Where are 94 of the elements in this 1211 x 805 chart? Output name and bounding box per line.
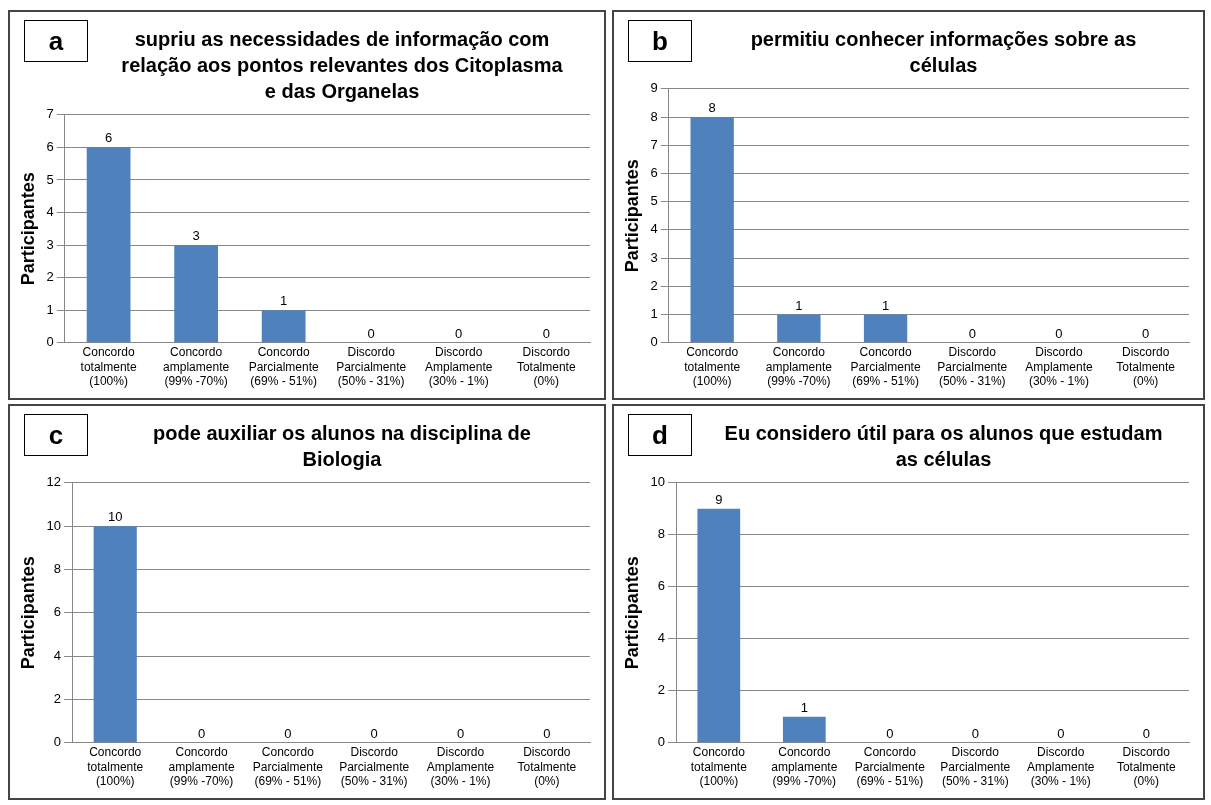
y-tick-label: 12 xyxy=(46,474,62,490)
data-label: 10 xyxy=(107,509,123,525)
y-tick-label: 2 xyxy=(650,277,658,293)
y-tick-label: 3 xyxy=(650,249,658,265)
y-tick-label: 1 xyxy=(46,301,54,317)
x-tick-label: Concordo totalmente (100%) xyxy=(87,745,144,789)
x-tick-label: Concordo Parcialmente (69% - 51%) xyxy=(248,345,319,389)
x-tick-label: Concordo totalmente (100%) xyxy=(684,345,741,389)
y-axis-title: Participantes xyxy=(17,172,38,286)
y-tick-label: 8 xyxy=(657,526,666,542)
data-label: 0 xyxy=(971,725,979,741)
data-label: 8 xyxy=(708,100,716,116)
x-tick-label: Concordo totalmente (100%) xyxy=(80,345,137,389)
x-tick-label: Concordo totalmente (100%) xyxy=(690,745,748,789)
x-tick-label: Discordo Totalmente (0%) xyxy=(1116,345,1176,389)
data-label: 0 xyxy=(367,325,375,341)
x-tick-label: Concordo Parcialmente (69% - 51%) xyxy=(850,345,921,389)
x-tick-label: Discordo Amplamente (30% - 1%) xyxy=(1027,745,1095,789)
x-tick-label: Concordo Parcialmente (69% - 51%) xyxy=(854,745,926,789)
y-tick-label: 4 xyxy=(46,204,54,220)
chart-title: pode auxiliar os alunos na disciplina de Biologia xyxy=(152,421,532,472)
data-label: 0 xyxy=(1057,725,1065,741)
bar xyxy=(174,245,219,343)
x-tick-label: Discordo Amplamente (30% - 1%) xyxy=(425,345,493,389)
y-tick-label: 2 xyxy=(53,691,62,707)
x-tick-label: Discordo Parcialmente (50% - 31%) xyxy=(339,745,410,789)
y-tick-label: 3 xyxy=(46,236,54,252)
data-label: 0 xyxy=(542,325,550,341)
text: c xyxy=(24,414,88,456)
y-tick-label: 10 xyxy=(46,517,62,533)
data-label: 9 xyxy=(715,491,723,507)
data-label: 0 xyxy=(197,725,206,741)
y-tick-label: 8 xyxy=(53,561,62,577)
y-tick-label: 10 xyxy=(650,474,666,490)
text: b xyxy=(628,20,692,62)
y-tick-label: 7 xyxy=(650,136,658,152)
x-tick-label: Discordo Amplamente (30% - 1%) xyxy=(426,745,495,789)
x-tick-label: Discordo Parcialmente (50% - 31%) xyxy=(940,745,1011,789)
y-tick-label: 6 xyxy=(46,138,54,154)
y-tick-label: 2 xyxy=(46,269,54,285)
chart-title: Eu considero útil para os alunos que estudam as células xyxy=(724,421,1163,472)
y-tick-label: 6 xyxy=(650,165,658,181)
y-tick-label: 0 xyxy=(53,734,62,750)
data-label: 0 xyxy=(968,325,976,341)
x-tick-label: Concordo amplamente (99% -70%) xyxy=(765,345,833,389)
bar xyxy=(86,147,131,343)
data-label: 0 xyxy=(455,325,463,341)
data-label: 0 xyxy=(456,725,465,741)
x-tick-label: Concordo amplamente (99% -70%) xyxy=(163,345,230,389)
x-tick-label: Concordo amplamente (99% -70%) xyxy=(771,745,838,789)
data-label: 1 xyxy=(800,699,808,715)
y-tick-label: 8 xyxy=(650,108,658,124)
x-tick-label: Discordo Totalmente (0%) xyxy=(517,745,577,789)
y-tick-label: 4 xyxy=(53,647,62,663)
data-label: 6 xyxy=(104,130,113,146)
bar xyxy=(261,310,306,343)
y-tick-label: 0 xyxy=(657,734,666,750)
x-tick-label: Discordo Totalmente (0%) xyxy=(1116,745,1176,789)
y-tick-label: 7 xyxy=(46,106,54,122)
y-tick-label: 5 xyxy=(46,171,54,187)
data-label: 1 xyxy=(881,297,890,313)
y-tick-label: 0 xyxy=(650,334,658,350)
data-label: 3 xyxy=(192,228,200,244)
x-tick-label: Concordo amplamente (99% -70%) xyxy=(168,745,235,789)
data-label: 0 xyxy=(1142,725,1150,741)
y-tick-label: 0 xyxy=(46,334,54,350)
x-tick-label: Discordo Parcialmente (50% - 31%) xyxy=(336,345,407,389)
y-tick-label: 1 xyxy=(650,306,658,322)
x-tick-label: Discordo Totalmente (0%) xyxy=(516,345,576,389)
text: a xyxy=(24,20,88,62)
data-label: 1 xyxy=(280,293,288,309)
y-tick-label: 5 xyxy=(650,193,658,209)
y-axis-title: Participantes xyxy=(621,556,642,670)
data-label: 1 xyxy=(795,297,803,313)
x-tick-label: Discordo Amplamente (30% - 1%) xyxy=(1025,345,1093,389)
data-label: 0 xyxy=(886,725,894,741)
chart-title: supriu as necessidades de informação com relação aos pontos relevantes dos Citoplasma e das Organelas xyxy=(120,27,564,104)
data-label: 0 xyxy=(370,725,378,741)
x-tick-label: Concordo Parcialmente (69% - 51%) xyxy=(252,745,324,789)
data-label: 0 xyxy=(1055,325,1063,341)
y-tick-label: 6 xyxy=(53,604,62,620)
data-label: 0 xyxy=(284,725,292,741)
y-tick-label: 2 xyxy=(657,682,666,698)
y-tick-label: 4 xyxy=(657,630,666,646)
y-axis-title: Participantes xyxy=(17,556,38,670)
data-label: 0 xyxy=(543,725,551,741)
y-tick-label: 4 xyxy=(650,221,658,237)
y-tick-label: 9 xyxy=(650,80,658,96)
data-label: 0 xyxy=(1142,325,1150,341)
x-tick-label: Discordo Parcialmente (50% - 31%) xyxy=(937,345,1008,389)
chart-title: permitiu conhecer informações sobre as células xyxy=(749,27,1138,78)
y-axis-title: Participantes xyxy=(621,159,642,273)
text: d xyxy=(628,414,692,456)
y-tick-label: 6 xyxy=(657,578,666,594)
